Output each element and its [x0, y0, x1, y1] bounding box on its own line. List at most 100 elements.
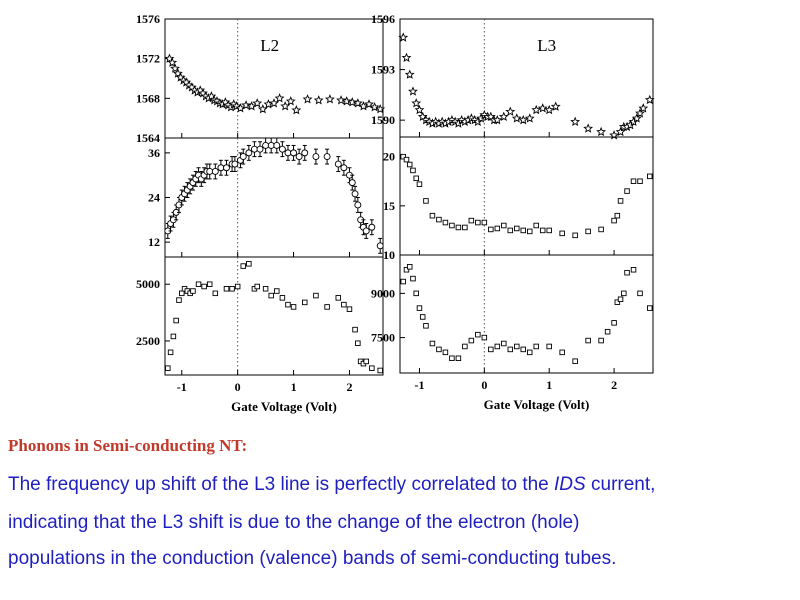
right-panel-3-point-29 [598, 337, 604, 344]
right-panel-1-point-2 [404, 69, 415, 79]
right-panel-2-point-4 [413, 175, 419, 182]
left-panel-1-point-37 [313, 95, 324, 105]
left-panel-3-ytick-label-0: 2500 [136, 334, 160, 348]
left-panel-1-ytick-label-0: 1564 [136, 131, 160, 145]
left-panel-2-ytick-label-2: 36 [148, 146, 160, 160]
left-panel-1-ytick-label-1: 1568 [136, 91, 160, 105]
left-panel-2-point-17 [217, 164, 225, 172]
right-panel-3-point-37 [637, 290, 643, 297]
right-panel-1-point-33 [518, 114, 529, 125]
right-panel-3-point-7 [423, 323, 429, 329]
left-panel-3-point-28 [313, 292, 319, 299]
left-panel-3-point-20 [254, 283, 260, 290]
right-panel-1-ytick-label-2: 1596 [371, 12, 395, 26]
left-panel-3-point-13 [212, 290, 219, 297]
right-panel-2-point-0 [400, 153, 406, 160]
left-panel-1-point-46 [375, 104, 386, 114]
right-panel-1-point-35 [531, 104, 542, 115]
right-panel-3-point-3 [410, 275, 416, 282]
right-panel-1-point-49 [635, 108, 645, 118]
right-panel-1-point-48 [631, 113, 642, 123]
left-panel-2-point-30 [284, 149, 292, 157]
right-panel-2-point-34 [630, 178, 637, 184]
left-panel-3-point-33 [352, 326, 358, 333]
right-panel-1-point-5 [414, 104, 425, 115]
left-panel-3-point-5 [179, 290, 185, 297]
left-panel-3-point-16 [234, 283, 241, 290]
left-panel-3-point-17 [240, 263, 247, 269]
left-panel-2-point-18 [223, 164, 230, 172]
left-panel-3-point-39 [377, 367, 383, 374]
left-panel-2-point-23 [245, 149, 253, 157]
left-panel-3-point-24 [279, 295, 286, 301]
left-panel-3-point-27 [301, 299, 308, 306]
right-panel-3-point-5 [416, 305, 423, 311]
right-panel-3-point-28 [585, 337, 591, 344]
left-panel-1-point-28 [252, 98, 263, 108]
right-panel-3-ytick-label-1: 9000 [371, 286, 395, 300]
right-panel-1-point-3 [408, 86, 418, 96]
left-panel-2-point-35 [323, 153, 331, 161]
right-panel-1-point-38 [550, 101, 561, 111]
right-panel-2-point-11 [455, 224, 462, 231]
right-panel-3-point-18 [494, 343, 501, 350]
right-panel-3-ytick-label-0: 7500 [371, 331, 395, 345]
right-panel-3-point-12 [455, 355, 462, 362]
right-panel-2-point-17 [494, 225, 501, 232]
right-panel-3-point-0 [400, 278, 406, 285]
caption-line-3: populations in the conduction (valence) … [8, 548, 617, 569]
right-panel-3-xtick-label-0: -1 [414, 378, 424, 392]
left-panel-1-point-39 [336, 95, 346, 105]
left-panel-3-point-12 [206, 281, 213, 287]
left-panel-2-point-40 [351, 190, 359, 198]
right-panel-2-point-3 [410, 167, 416, 174]
right-panel-2-ytick-label-0: 10 [383, 248, 395, 262]
right-panel-1-point-50 [638, 103, 649, 113]
left-panel-2-point-46 [376, 242, 384, 250]
left-panel-3-point-26 [290, 304, 297, 310]
right-panel-1-point-39 [570, 116, 581, 127]
right-panel-3-point-16 [481, 334, 488, 341]
right-panel-3-point-35 [624, 269, 630, 276]
right-panel-2-point-16 [488, 226, 494, 233]
left-panel-3-frame [164, 256, 384, 376]
right-panel-2-point-28 [585, 228, 591, 235]
left-panel-1-point-35 [291, 105, 302, 115]
left-panel-3-point-4 [176, 297, 182, 303]
right-panel-2-frame [399, 136, 654, 256]
right-panel-3-point-23 [526, 349, 533, 356]
right-panel-3-point-10 [442, 349, 449, 356]
left-panel-2-point-26 [262, 141, 270, 149]
right-panel-2-point-30 [611, 217, 617, 224]
right-panel-3-point-17 [488, 346, 494, 353]
right-panel-2-point-25 [546, 227, 552, 234]
right-panel-2-point-29 [598, 226, 604, 233]
right-panel-1-ytick-label-0: 1590 [371, 113, 395, 127]
left-panel-3-point-18 [246, 261, 252, 267]
left-panel-3-point-38 [369, 365, 375, 371]
left-panel-3-point-34 [355, 340, 361, 346]
right-panel-3-point-36 [630, 267, 637, 273]
left-panel-1-point-25 [235, 103, 246, 113]
right-panel-3-xtick-label-3: 2 [611, 378, 617, 392]
left-panel-3-point-3 [173, 317, 179, 324]
caption-line-1: The frequency up shift of the L3 line is… [8, 474, 655, 496]
caption-line-1-start: The frequency up shift of the L3 line is… [8, 474, 555, 495]
left-panel-2-point-22 [239, 153, 247, 161]
left-panel-1-point-36 [302, 94, 313, 104]
left-panel-3-point-31 [341, 301, 347, 308]
left-panel-3-point-9 [190, 288, 196, 294]
left-panel-1-point-43 [358, 101, 369, 111]
right-panel-2-point-36 [647, 173, 653, 180]
right-panel-3-point-4 [413, 290, 419, 297]
left-panel-2-point-27 [267, 141, 275, 149]
right-panel-1-point-41 [596, 126, 607, 137]
right-panel-1-ytick-label-1: 1593 [371, 63, 395, 77]
left-panel-3-point-37 [363, 358, 369, 365]
right-panel-3-point-31 [611, 320, 617, 326]
right-panel-2-point-33 [624, 188, 630, 194]
right-panel-1-point-43 [615, 126, 626, 137]
right-panel-2-point-10 [449, 222, 455, 229]
left-panel-3-point-1 [167, 349, 174, 356]
right-panel-1-point-1 [401, 52, 412, 62]
